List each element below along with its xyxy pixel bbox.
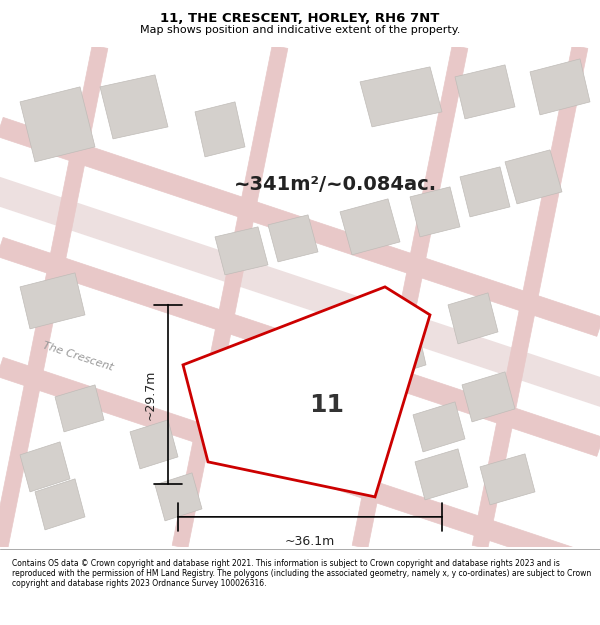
Polygon shape [155, 473, 202, 521]
Polygon shape [0, 238, 600, 456]
Polygon shape [215, 227, 268, 275]
Text: 11, THE CRESCENT, HORLEY, RH6 7NT: 11, THE CRESCENT, HORLEY, RH6 7NT [160, 12, 440, 25]
Polygon shape [130, 420, 178, 469]
Text: Contains OS data © Crown copyright and database right 2021. This information is : Contains OS data © Crown copyright and d… [12, 559, 591, 588]
Polygon shape [55, 385, 104, 432]
Polygon shape [505, 150, 562, 204]
Polygon shape [172, 45, 288, 549]
Polygon shape [20, 273, 85, 329]
Text: ~341m²/~0.084ac.: ~341m²/~0.084ac. [233, 176, 437, 194]
Polygon shape [480, 454, 535, 505]
Polygon shape [415, 449, 468, 500]
Polygon shape [268, 215, 318, 262]
Polygon shape [462, 372, 515, 422]
Polygon shape [340, 199, 400, 255]
Polygon shape [0, 45, 108, 549]
Polygon shape [360, 67, 442, 127]
Polygon shape [195, 102, 245, 157]
Polygon shape [20, 87, 95, 162]
Polygon shape [35, 479, 85, 530]
Polygon shape [100, 75, 168, 139]
Polygon shape [472, 45, 588, 549]
Polygon shape [0, 118, 600, 336]
Text: ~36.1m: ~36.1m [285, 535, 335, 548]
Polygon shape [410, 187, 460, 237]
Text: The Crescent: The Crescent [41, 341, 115, 373]
Text: Map shows position and indicative extent of the property.: Map shows position and indicative extent… [140, 25, 460, 35]
Polygon shape [380, 330, 426, 377]
Polygon shape [460, 167, 510, 217]
Text: ~29.7m: ~29.7m [143, 369, 157, 419]
Polygon shape [0, 177, 600, 407]
Polygon shape [20, 442, 70, 492]
Polygon shape [352, 45, 468, 549]
Polygon shape [413, 402, 465, 452]
Polygon shape [0, 357, 600, 576]
Polygon shape [448, 293, 498, 344]
Text: 11: 11 [309, 393, 344, 417]
Polygon shape [455, 65, 515, 119]
Polygon shape [530, 59, 590, 115]
Polygon shape [183, 287, 430, 497]
